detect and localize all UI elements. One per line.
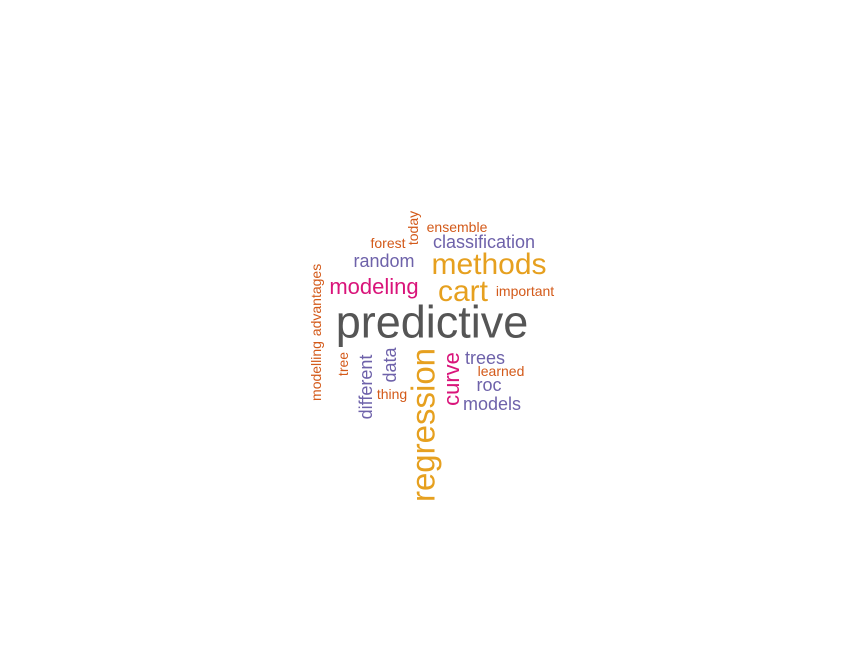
word-ensemble: ensemble (426, 219, 488, 235)
word-modeling: modeling (329, 274, 419, 299)
word-classification: classification (432, 232, 536, 252)
word-random: random (353, 251, 415, 271)
word-roc: roc (476, 375, 502, 395)
word-cart: cart (437, 275, 489, 308)
word-tree: tree (335, 351, 351, 377)
word-modelling: modelling (308, 341, 324, 401)
word-thing: thing (376, 386, 408, 402)
word-trees: trees (464, 348, 506, 368)
word-curve: curve (439, 352, 464, 406)
word-forest: forest (370, 235, 406, 251)
word-learned: learned (477, 363, 525, 379)
word-advantages: advantages (308, 263, 324, 337)
word-different: different (356, 354, 376, 420)
word-models: models (462, 394, 522, 414)
word-regression: regression (404, 347, 442, 503)
word-data: data (380, 347, 400, 383)
word-today: today (405, 210, 421, 246)
word-predictive: predictive (335, 296, 529, 348)
word-methods: methods (431, 248, 547, 281)
word-important: important (495, 283, 555, 299)
